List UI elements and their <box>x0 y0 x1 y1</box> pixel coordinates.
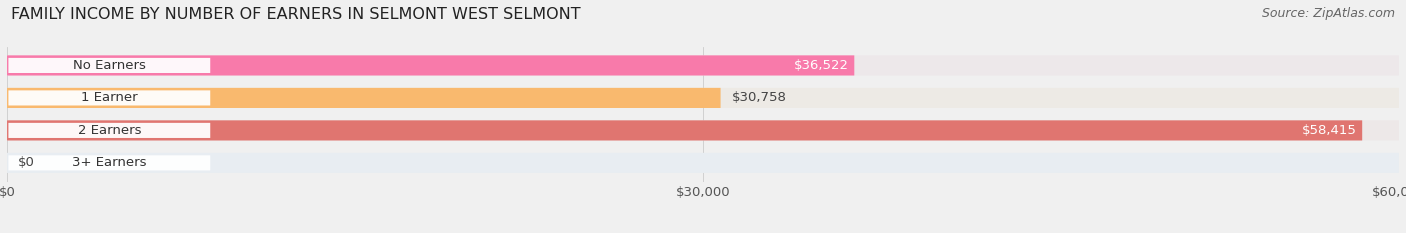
FancyBboxPatch shape <box>8 58 211 73</box>
Text: 3+ Earners: 3+ Earners <box>72 156 146 169</box>
FancyBboxPatch shape <box>8 123 211 138</box>
Text: Source: ZipAtlas.com: Source: ZipAtlas.com <box>1261 7 1395 20</box>
FancyBboxPatch shape <box>7 88 721 108</box>
Text: $36,522: $36,522 <box>794 59 849 72</box>
FancyBboxPatch shape <box>7 88 1399 108</box>
FancyBboxPatch shape <box>7 153 1399 173</box>
FancyBboxPatch shape <box>8 155 211 171</box>
Text: 1 Earner: 1 Earner <box>82 91 138 104</box>
Text: $58,415: $58,415 <box>1302 124 1357 137</box>
FancyBboxPatch shape <box>7 120 1362 140</box>
Text: 2 Earners: 2 Earners <box>77 124 141 137</box>
Text: $0: $0 <box>18 156 35 169</box>
Text: FAMILY INCOME BY NUMBER OF EARNERS IN SELMONT WEST SELMONT: FAMILY INCOME BY NUMBER OF EARNERS IN SE… <box>11 7 581 22</box>
FancyBboxPatch shape <box>8 90 211 106</box>
Text: No Earners: No Earners <box>73 59 146 72</box>
FancyBboxPatch shape <box>7 55 1399 75</box>
Text: $30,758: $30,758 <box>731 91 786 104</box>
FancyBboxPatch shape <box>7 55 855 75</box>
FancyBboxPatch shape <box>7 120 1399 140</box>
